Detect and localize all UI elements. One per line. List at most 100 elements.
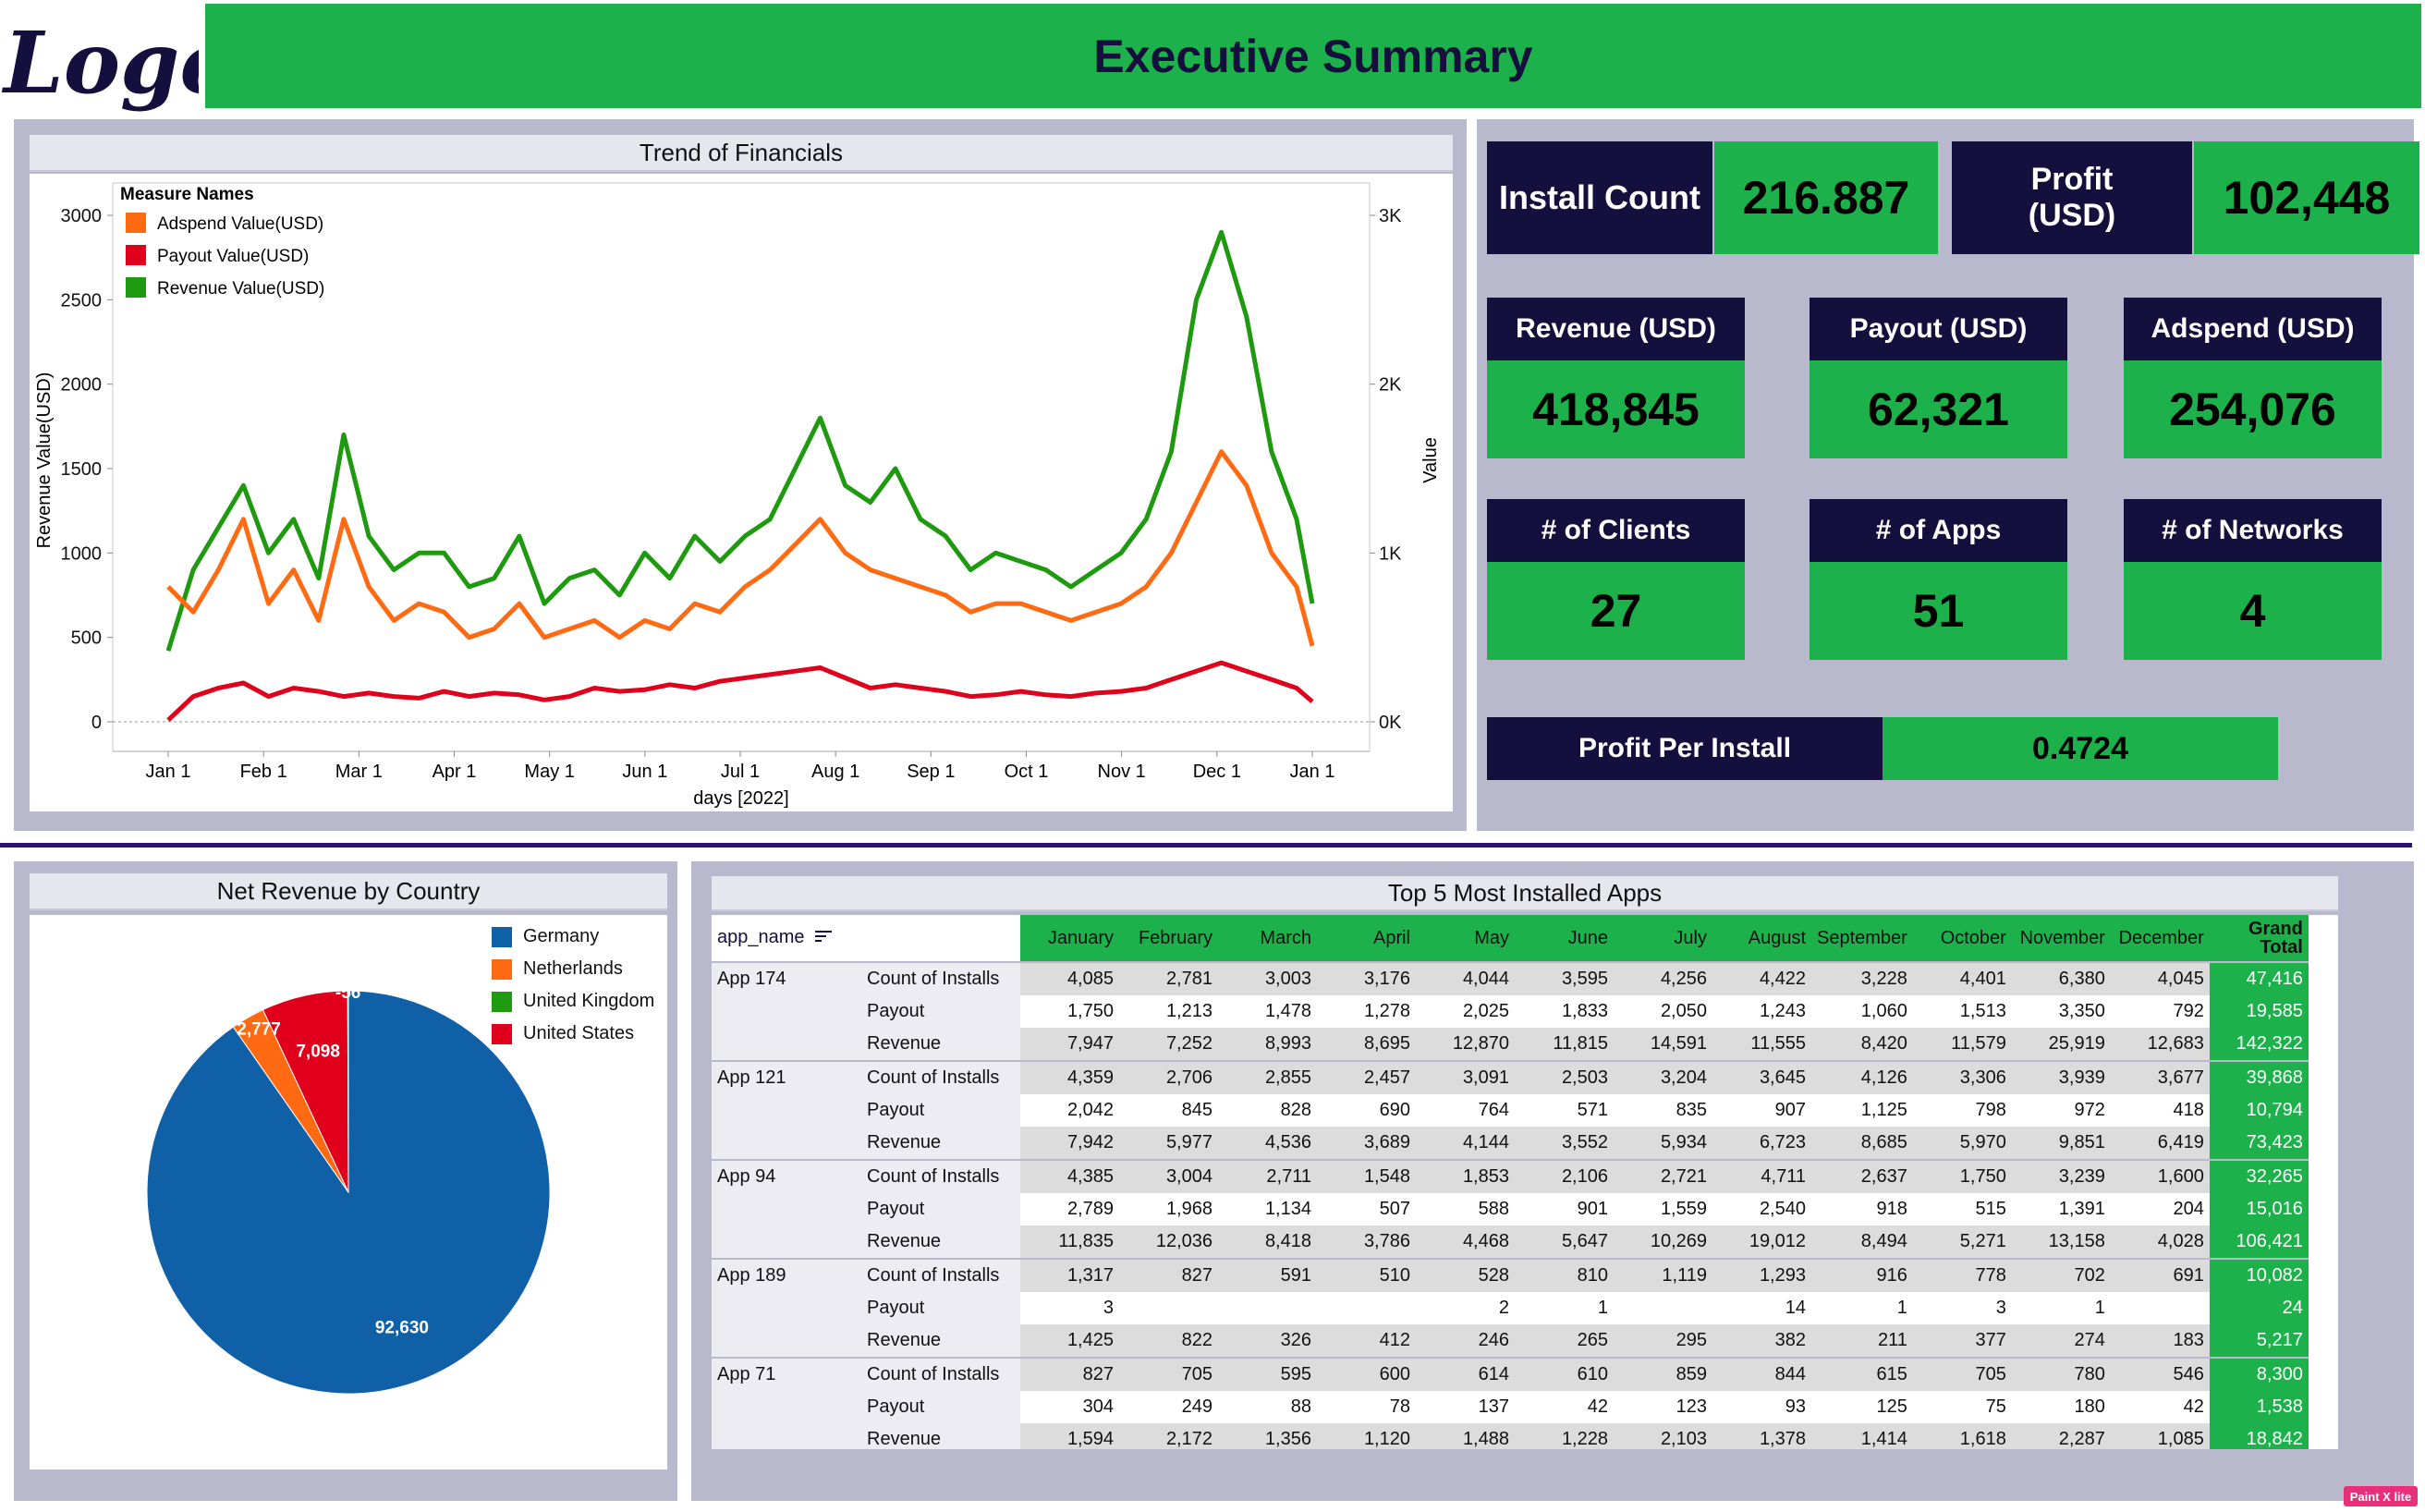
table-row: Payout 2,042 845 828 690 764 571 835 907 1,125 798… <box>712 1094 2309 1127</box>
value-cell: 12,683 <box>2111 1028 2210 1061</box>
value-cell: 7,942 <box>1020 1127 1119 1160</box>
column-header[interactable]: Grand Total <box>2210 915 2309 962</box>
table-row: App 174 Count of Installs 4,085 2,781 3,003 3… <box>712 962 2309 995</box>
value-cell: 382 <box>1712 1324 1811 1358</box>
pie-legend: Germany Netherlands United Kingdom Unite… <box>492 921 654 1050</box>
value-cell: 11,835 <box>1020 1225 1119 1259</box>
value-cell: 515 <box>1913 1193 2012 1225</box>
column-header[interactable]: October <box>1913 915 2012 962</box>
value-cell: 600 <box>1317 1358 1416 1391</box>
y-tick-label: 1500 <box>61 459 103 480</box>
legend-adspend-swatch <box>126 213 146 233</box>
column-header[interactable]: May <box>1416 915 1515 962</box>
grand-total-cell: 10,082 <box>2210 1259 2309 1292</box>
value-cell: 907 <box>1712 1094 1811 1127</box>
value-cell: 1,317 <box>1020 1259 1119 1292</box>
value-cell: 3,176 <box>1317 962 1416 995</box>
value-cell: 778 <box>1913 1259 2012 1292</box>
column-header[interactable]: September <box>1811 915 1913 962</box>
measure-cell: Revenue <box>861 1324 1020 1358</box>
y-tick-label: 0 <box>91 713 102 733</box>
column-header[interactable]: November <box>2012 915 2111 962</box>
value-cell: 2,721 <box>1614 1160 1712 1193</box>
sort-icon[interactable] <box>815 928 834 949</box>
plot-area-frame <box>113 183 1370 751</box>
legend-title: Measure Names <box>120 185 254 204</box>
value-cell: 13,158 <box>2012 1225 2111 1259</box>
legend-label-netherlands: Netherlands <box>523 958 623 979</box>
value-cell: 14,591 <box>1614 1028 1712 1061</box>
grand-total-cell: 8,300 <box>2210 1358 2309 1391</box>
value-cell: 25,919 <box>2012 1028 2111 1061</box>
value-cell: 211 <box>1811 1324 1913 1358</box>
column-header[interactable]: April <box>1317 915 1416 962</box>
value-cell: 4,044 <box>1416 962 1515 995</box>
value-cell: 571 <box>1515 1094 1614 1127</box>
profit-per-install-label: Profit Per Install <box>1487 717 1883 780</box>
value-cell: 3 <box>1913 1292 2012 1324</box>
measure-cell: Count of Installs <box>861 1061 1020 1094</box>
column-header[interactable]: March <box>1218 915 1317 962</box>
measure-cell: Revenue <box>861 1028 1020 1061</box>
column-header[interactable]: February <box>1119 915 1218 962</box>
column-header[interactable]: December <box>2111 915 2210 962</box>
table-row: App 189 Count of Installs 1,317 827 591 510 52… <box>712 1259 2309 1292</box>
column-header[interactable]: August <box>1712 915 1811 962</box>
grand-total-cell: 19,585 <box>2210 995 2309 1028</box>
measure-cell: Count of Installs <box>861 1358 1020 1391</box>
value-cell: 595 <box>1218 1358 1317 1391</box>
value-cell: 610 <box>1515 1358 1614 1391</box>
value-cell: 835 <box>1614 1094 1712 1127</box>
grand-total-cell: 5,217 <box>2210 1324 2309 1358</box>
value-cell: 1,478 <box>1218 995 1317 1028</box>
value-cell: 5,970 <box>1913 1127 2012 1160</box>
value-cell: 916 <box>1811 1259 1913 1292</box>
value-cell: 901 <box>1515 1193 1614 1225</box>
value-cell: 6,419 <box>2111 1127 2210 1160</box>
legend-germany: Germany <box>492 921 654 953</box>
payout-line <box>168 663 1312 720</box>
value-cell: 6,380 <box>2012 962 2111 995</box>
value-cell: 1 <box>1515 1292 1614 1324</box>
legend-swatch-united-states <box>492 1024 512 1044</box>
trend-chart-card: 0 500 1000 1500 2000 2500 3000 0K 1K 2K 3K Revenue … <box>30 174 1453 811</box>
logo-text: Logo <box>1 13 199 113</box>
value-cell: 705 <box>1119 1358 1218 1391</box>
paint-x-lite-watermark: Paint X lite <box>2344 1486 2418 1506</box>
column-header[interactable]: June <box>1515 915 1614 962</box>
y2-tick-label: 3K <box>1379 206 1402 226</box>
table-title: Top 5 Most Installed Apps <box>712 876 2338 911</box>
row-header-label: app_name <box>717 927 805 947</box>
x-tick-label: Mar 1 <box>335 762 383 782</box>
value-cell: 2,855 <box>1218 1061 1317 1094</box>
grand-total-cell: 47,416 <box>2210 962 2309 995</box>
legend-revenue-label: Revenue Value(USD) <box>157 279 324 299</box>
value-cell: 3,552 <box>1515 1127 1614 1160</box>
measure-cell: Count of Installs <box>861 962 1020 995</box>
apps-value: 51 <box>1810 562 2067 660</box>
value-cell: 588 <box>1416 1193 1515 1225</box>
y-tick-label: 2500 <box>61 290 103 311</box>
grand-total-cell: 15,016 <box>2210 1193 2309 1225</box>
value-cell: 8,993 <box>1218 1028 1317 1061</box>
value-cell: 3,677 <box>2111 1061 2210 1094</box>
value-cell: 822 <box>1119 1324 1218 1358</box>
value-cell: 546 <box>2111 1358 2210 1391</box>
value-cell: 2,103 <box>1614 1423 1712 1449</box>
profit-label: Profit (USD) <box>1952 141 2192 254</box>
value-cell: 19,012 <box>1712 1225 1811 1259</box>
install-count-label: Install Count <box>1487 141 1712 254</box>
revenue-value: 418,845 <box>1487 360 1745 458</box>
value-cell: 8,494 <box>1811 1225 1913 1259</box>
column-header[interactable]: January <box>1020 915 1119 962</box>
value-cell: 2,711 <box>1218 1160 1317 1193</box>
column-header[interactable]: July <box>1614 915 1712 962</box>
value-cell: 827 <box>1020 1358 1119 1391</box>
table-row: Revenue 7,942 5,977 4,536 3,689 4,144 3,552 5,9… <box>712 1127 2309 1160</box>
value-cell: 859 <box>1614 1358 1712 1391</box>
value-cell: 2,106 <box>1515 1160 1614 1193</box>
value-cell: 1,513 <box>1913 995 2012 1028</box>
value-cell <box>1317 1292 1416 1324</box>
value-cell <box>1614 1292 1712 1324</box>
value-cell: 9,851 <box>2012 1127 2111 1160</box>
